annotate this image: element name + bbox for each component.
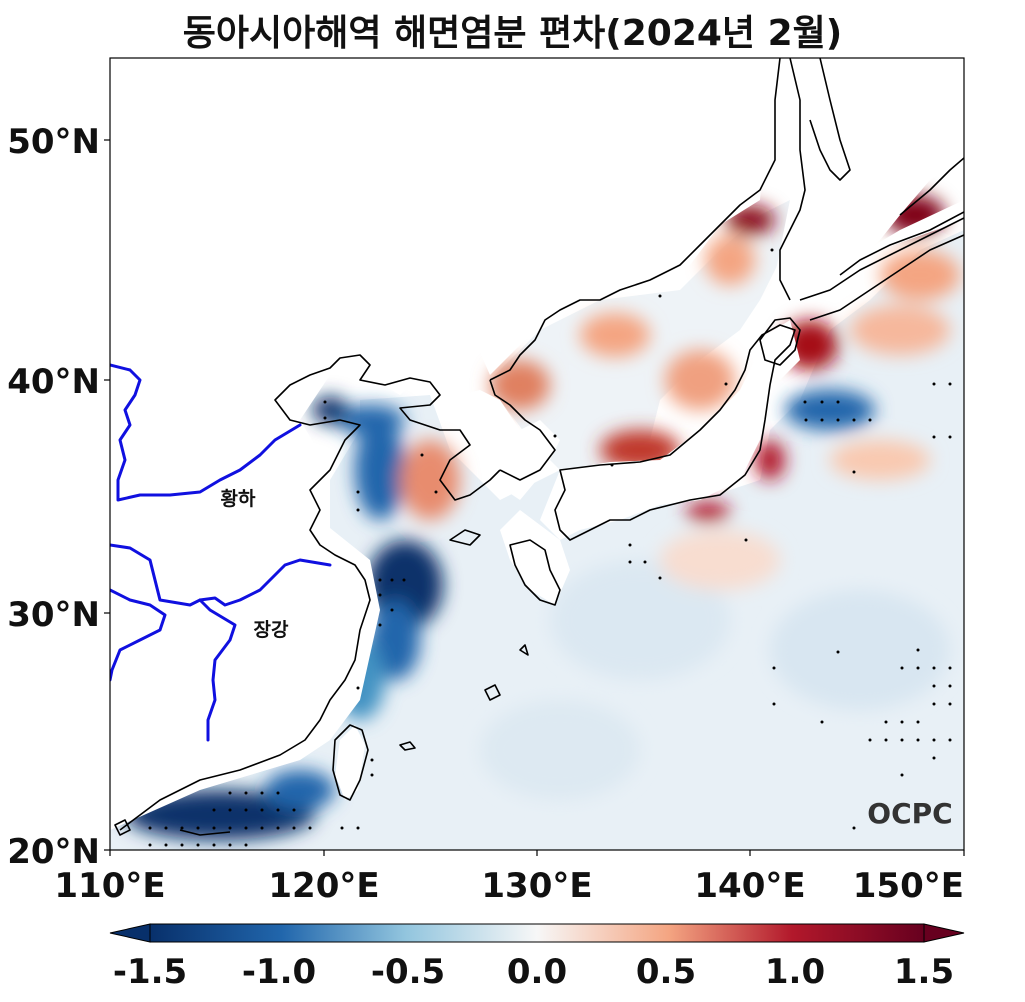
lat-tick-40: 40°N: [7, 362, 100, 402]
colorbar-extend-max: [923, 923, 965, 943]
colorbar-tick: -0.5: [371, 952, 445, 992]
ocpc-logo: OCPC: [867, 797, 952, 830]
lon-tick-150: 150°E: [853, 866, 964, 906]
river-label-yellow: 황하: [221, 487, 256, 510]
lon-tick-140: 140°E: [694, 866, 805, 906]
page-title: 동아시아해역 해면염분 편차(2024년 2월): [182, 13, 843, 54]
lat-tick-20: 20°N: [7, 832, 100, 872]
colorbar-ramp: [149, 923, 925, 943]
lat-tick-50: 50°N: [7, 122, 100, 162]
significance-dots: [148, 248, 952, 847]
colorbar-tick: 0.0: [507, 952, 567, 992]
lat-axis: 50°N 40°N 30°N 20°N: [7, 122, 110, 872]
lon-axis: 110°E 120°E 130°E 140°E 150°E: [54, 850, 965, 906]
colorbar-tick: 0.5: [636, 952, 696, 992]
rivers: [110, 363, 332, 742]
map-area: 황하 장강 OCPC: [110, 58, 964, 850]
lon-tick-130: 130°E: [481, 866, 592, 906]
colorbar-tick: 1.0: [765, 952, 825, 992]
lat-tick-30: 30°N: [7, 595, 100, 635]
coastlines: [114, 58, 964, 836]
colorbar: -1.5 -1.0 -0.5 0.0 0.5 1.0 1.5: [109, 923, 965, 992]
colorbar-tick: 1.5: [894, 952, 954, 992]
lon-tick-110: 110°E: [54, 866, 165, 906]
logo-text: OCPC: [867, 797, 952, 830]
colorbar-tick: -1.0: [242, 952, 316, 992]
colorbar-tick: -1.5: [113, 952, 187, 992]
land: [110, 58, 964, 830]
colorbar-extend-min: [109, 923, 151, 943]
lon-tick-120: 120°E: [268, 866, 379, 906]
river-label-yangtze: 장강: [254, 619, 289, 641]
